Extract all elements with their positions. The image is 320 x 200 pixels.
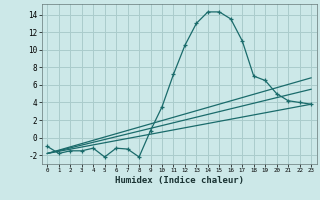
X-axis label: Humidex (Indice chaleur): Humidex (Indice chaleur) [115, 176, 244, 185]
